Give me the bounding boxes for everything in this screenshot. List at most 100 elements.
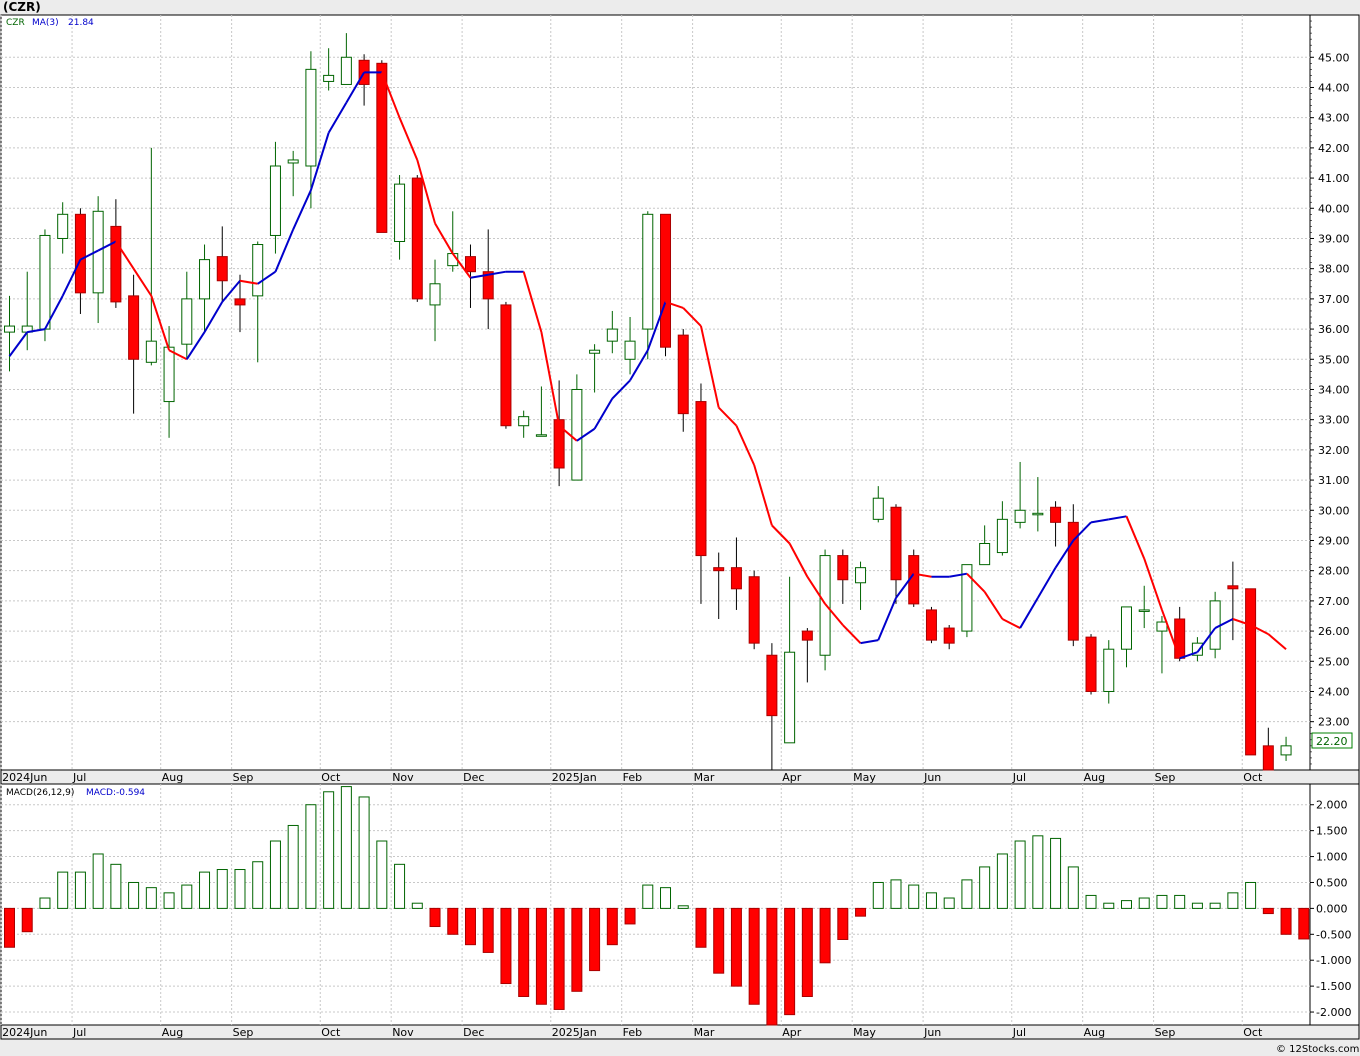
- macd-tick-label: 0.000: [1316, 902, 1348, 915]
- month-label: Feb: [623, 1026, 642, 1039]
- macd-bar: [1050, 837, 1062, 909]
- macd-bar: [1120, 900, 1132, 909]
- macd-bar: [4, 907, 15, 948]
- month-label: 2025Jan: [552, 1026, 597, 1039]
- macd-bar: [695, 907, 707, 948]
- ma-segment: [327, 102, 348, 134]
- macd-bar: [358, 796, 370, 909]
- ma-segment: [398, 117, 419, 161]
- macd-bar: [748, 907, 760, 1005]
- candle: [855, 561, 867, 610]
- month-label: 2024Jun: [2, 1026, 47, 1039]
- candle-body: [181, 298, 193, 345]
- last-price-label: 22.20: [1316, 735, 1348, 748]
- price-tick-label: 42.00: [1318, 142, 1350, 155]
- month-label: Sep: [233, 1026, 254, 1039]
- ma-segment: [434, 222, 454, 255]
- candle-body: [39, 234, 51, 330]
- month-label: Nov: [392, 1026, 414, 1039]
- candle: [1245, 588, 1257, 756]
- ma-segment: [611, 379, 631, 400]
- candle: [553, 380, 565, 487]
- month-label: Mar: [694, 1026, 715, 1039]
- month-label: Aug: [162, 1026, 183, 1039]
- footer-credit: © 12Stocks.com: [1276, 1044, 1359, 1055]
- candle: [216, 226, 228, 302]
- price-tick-label: 39.00: [1318, 232, 1350, 245]
- candle: [748, 570, 760, 650]
- ma-segment: [292, 189, 312, 230]
- ma-segment: [309, 132, 330, 191]
- candle-body: [74, 213, 86, 294]
- ma-segment: [735, 425, 756, 466]
- candle: [606, 310, 618, 354]
- macd-bar: [92, 853, 104, 909]
- candle-body: [855, 567, 867, 584]
- candle: [925, 606, 937, 644]
- macd-bar: [535, 907, 547, 1005]
- price-candles: [4, 33, 1292, 771]
- ma-segment: [168, 349, 188, 361]
- candle-body: [482, 271, 494, 300]
- candle-body: [606, 328, 618, 342]
- ma-segment: [1232, 618, 1251, 626]
- month-label: Jul: [1012, 771, 1026, 784]
- macd-bar: [57, 871, 69, 909]
- macd-tick-label: -1.500: [1316, 980, 1351, 993]
- price-tick-label: 31.00: [1318, 474, 1350, 487]
- candle-body: [996, 518, 1008, 554]
- ma-segment: [877, 597, 897, 641]
- ma-segment: [576, 427, 596, 442]
- ma-segment: [646, 301, 667, 351]
- macd-bar: [323, 791, 335, 909]
- macd-bar: [482, 907, 494, 953]
- candle-body: [429, 283, 441, 306]
- macd-bar: [1103, 902, 1115, 909]
- macd-bar: [730, 907, 742, 987]
- candle: [837, 549, 849, 604]
- macd-bar: [429, 907, 441, 928]
- month-label: Nov: [392, 771, 414, 784]
- macd-bar: [1156, 894, 1168, 909]
- last-price-box: [1311, 732, 1353, 749]
- price-tick-label: 43.00: [1318, 112, 1350, 125]
- candle: [518, 410, 530, 438]
- month-label: Aug: [1084, 1026, 1105, 1039]
- macd-bar: [553, 907, 565, 1010]
- macd-bar: [943, 897, 955, 909]
- candle: [252, 241, 264, 363]
- macd-bar: [128, 881, 140, 909]
- candle-body: [1245, 588, 1257, 756]
- candle-body: [518, 416, 530, 427]
- ma-segment: [629, 349, 649, 381]
- candle-body: [305, 68, 317, 167]
- candle: [199, 244, 211, 333]
- macd-legend-value: MACD:-0.594: [86, 788, 145, 798]
- ma-segment: [1143, 558, 1163, 611]
- macd-tick-label: 1.000: [1316, 851, 1348, 864]
- candle-body: [1209, 600, 1221, 650]
- month-label: Jun: [923, 1026, 941, 1039]
- price-tick-label: 25.00: [1318, 655, 1350, 668]
- candle-body: [252, 244, 264, 297]
- candle-body: [695, 401, 707, 557]
- candle: [624, 317, 636, 375]
- candle-body: [216, 256, 228, 282]
- candle: [128, 274, 140, 414]
- ma-segment: [1161, 609, 1181, 659]
- ma-segment: [699, 325, 720, 408]
- macd-tick-label: 2.000: [1316, 799, 1348, 812]
- macd-bar: [642, 884, 654, 909]
- macd-bar: [571, 907, 583, 992]
- candle-body: [110, 225, 122, 303]
- candle-body: [163, 346, 175, 403]
- moving-average-line: [8, 71, 1287, 660]
- candle-body: [748, 576, 760, 644]
- candle: [57, 202, 69, 254]
- macd-bar: [1227, 892, 1239, 909]
- macd-histogram: [4, 786, 1310, 1026]
- candle: [1227, 561, 1239, 641]
- macd-bar: [376, 840, 388, 909]
- ma-segment: [1054, 539, 1075, 569]
